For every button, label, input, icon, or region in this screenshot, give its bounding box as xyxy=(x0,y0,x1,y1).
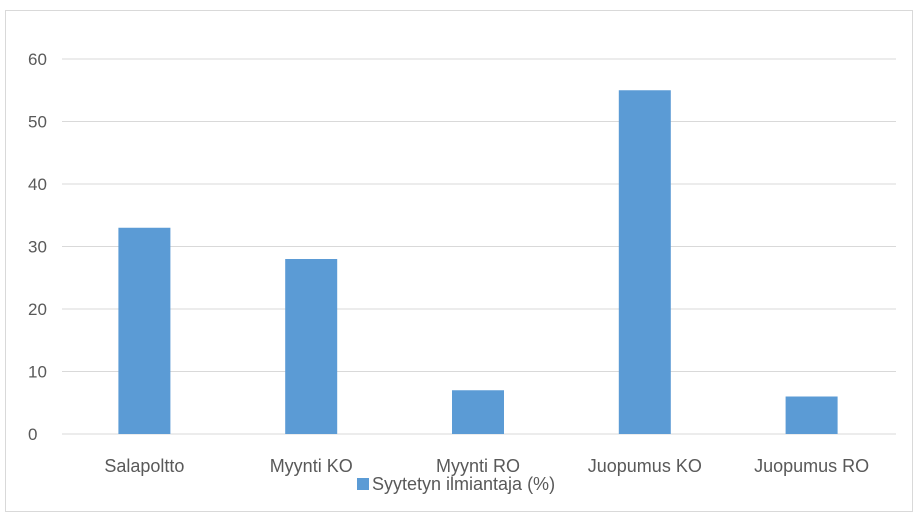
legend-swatch xyxy=(357,478,369,490)
y-tick-label: 0 xyxy=(28,425,37,444)
bar-myynti-ko xyxy=(285,259,338,434)
bars xyxy=(118,90,838,434)
bar-juopumus-ro xyxy=(785,396,838,434)
gridlines xyxy=(62,58,896,435)
y-tick-label: 20 xyxy=(28,300,47,319)
x-category-label: Juopumus KO xyxy=(588,456,702,476)
y-tick-label: 60 xyxy=(28,50,47,69)
x-category-label: Myynti RO xyxy=(436,456,520,476)
bar-myynti-ro xyxy=(452,390,504,434)
y-tick-label: 40 xyxy=(28,175,47,194)
legend: Syytetyn ilmiantaja (%) xyxy=(357,474,555,494)
y-tick-label: 30 xyxy=(28,238,47,257)
legend-label: Syytetyn ilmiantaja (%) xyxy=(372,474,555,494)
x-category-label: Myynti KO xyxy=(270,456,353,476)
x-category-label: Juopumus RO xyxy=(754,456,869,476)
y-axis-ticks: 0 10 20 30 40 50 60 xyxy=(28,50,47,444)
y-tick-label: 10 xyxy=(28,363,47,382)
x-category-label: Salapoltto xyxy=(104,456,184,476)
y-tick-label: 50 xyxy=(28,113,47,132)
x-axis-categories: Salapoltto Myynti KO Myynti RO Juopumus KO J… xyxy=(104,456,869,476)
bar-juopumus-ko xyxy=(618,90,671,434)
bar-salapoltto xyxy=(118,227,171,434)
